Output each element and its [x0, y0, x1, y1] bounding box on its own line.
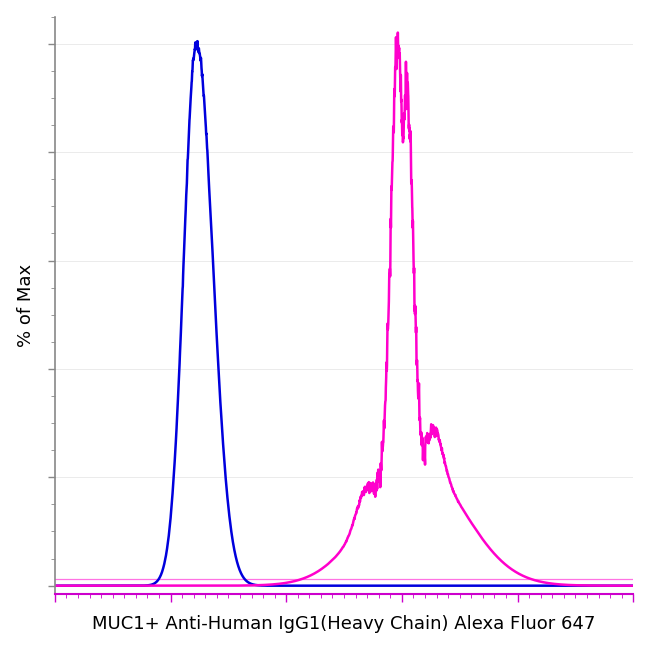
Y-axis label: % of Max: % of Max — [17, 264, 34, 347]
X-axis label: MUC1+ Anti-Human IgG1(Heavy Chain) Alexa Fluor 647: MUC1+ Anti-Human IgG1(Heavy Chain) Alexa… — [92, 616, 596, 633]
